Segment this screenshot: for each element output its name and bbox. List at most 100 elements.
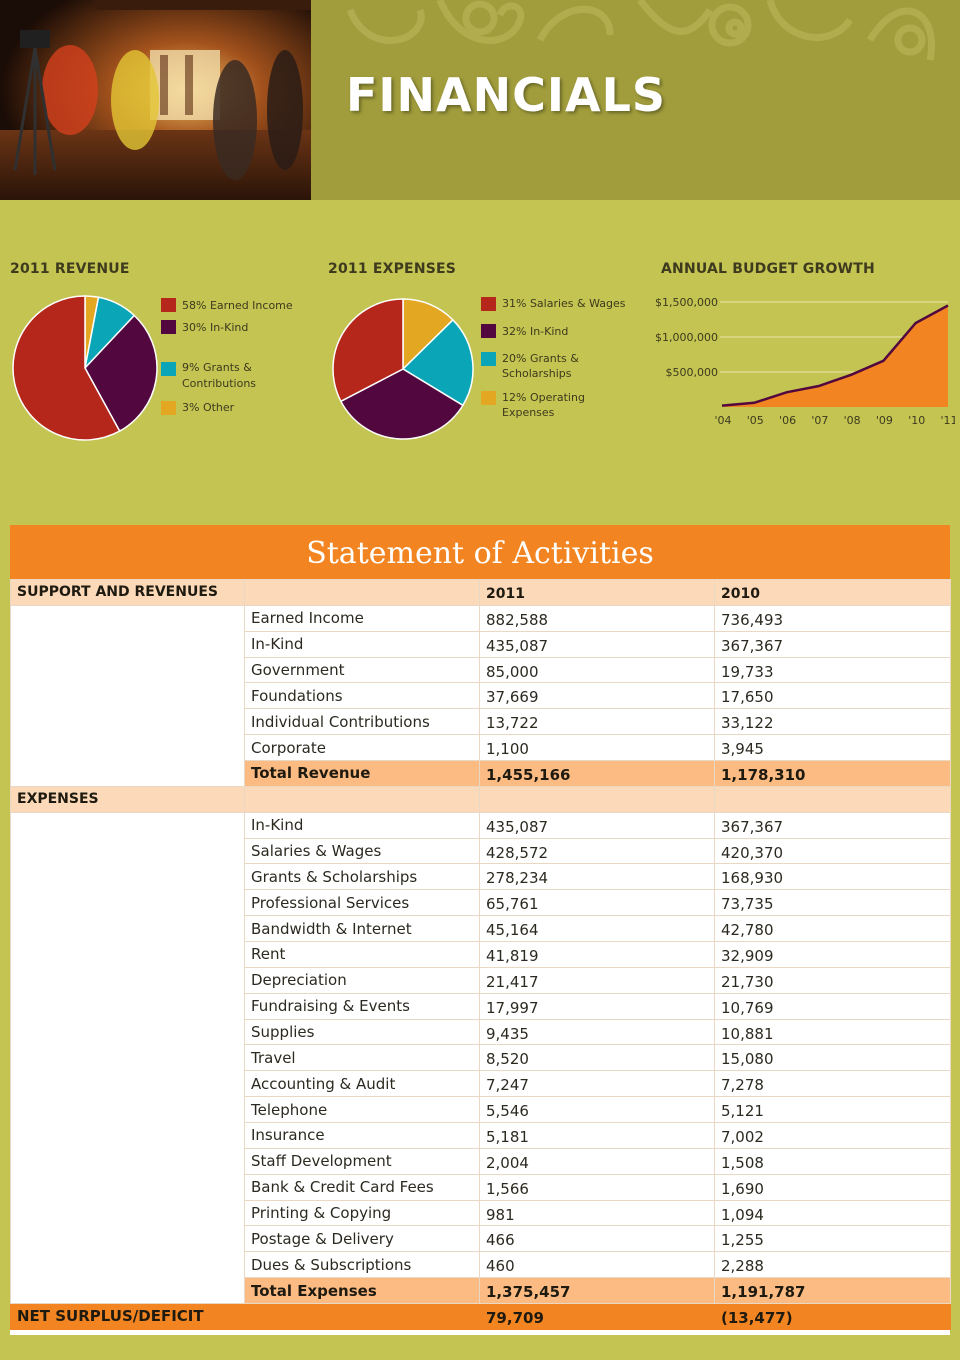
table-row: Foundations 37,669 17,650 — [11, 682, 951, 710]
header-spacer — [479, 785, 715, 813]
legend-grants: 9% Grants & — [182, 361, 252, 374]
y-tick-label: $500,000 — [666, 366, 719, 379]
value-2011: 278,234 — [479, 863, 715, 891]
value-2011: 41,819 — [479, 941, 715, 968]
total-expenses-2011: 1,375,457 — [479, 1277, 715, 1305]
x-tick-label: '10 — [908, 414, 925, 427]
line-item-label: Fundraising & Events — [244, 992, 480, 1020]
page-title: FINANCIALS — [346, 68, 667, 122]
table-row: Corporate 1,100 3,945 — [11, 734, 951, 762]
value-2010: 32,909 — [714, 941, 951, 968]
legend-swatch-other — [161, 401, 176, 415]
value-2010: 5,121 — [714, 1096, 951, 1124]
line-item-label: Telephone — [244, 1096, 480, 1124]
legend-grants-line2: Contributions — [182, 377, 257, 390]
legend-swatch-in-kind — [161, 320, 176, 334]
column-header-2010: 2010 — [714, 579, 951, 606]
value-2010: 367,367 — [714, 811, 951, 839]
value-2010: 15,080 — [714, 1044, 951, 1072]
value-2010: 2,288 — [714, 1251, 951, 1279]
line-item-label: Accounting & Audit — [244, 1070, 480, 1098]
expenses-header-row: EXPENSES — [10, 785, 951, 813]
header-spacer — [244, 579, 480, 606]
line-item-label: Earned Income — [244, 604, 480, 632]
value-2010: 7,002 — [714, 1122, 951, 1149]
pie-slice-in-kind — [84, 314, 158, 433]
line-item-label: Government — [244, 656, 480, 684]
pie-slice-grants-scholarships — [401, 318, 474, 407]
table-row: Bank & Credit Card Fees 1,566 1,690 — [11, 1173, 951, 1201]
legend-operating: 12% Operating — [502, 391, 585, 404]
statement-title: Statement of Activities — [10, 525, 950, 579]
value-2011: 5,546 — [479, 1096, 715, 1124]
budget-chart-title: ANNUAL BUDGET GROWTH — [661, 261, 875, 277]
column-header-2011: 2011 — [479, 579, 715, 606]
table-row: Dues & Subscriptions 460 2,288 — [11, 1251, 951, 1279]
legend-scholarships-line2: Scholarships — [502, 367, 572, 380]
line-item-label: Depreciation — [244, 966, 480, 994]
total-expenses-label: Total Expenses — [244, 1277, 480, 1305]
support-header-row: SUPPORT AND REVENUES 2011 2010 — [10, 579, 951, 606]
line-item-label: Insurance — [244, 1122, 480, 1149]
value-2011: 1,100 — [479, 734, 715, 762]
line-item-label: Foundations — [244, 682, 480, 710]
table-row: Supplies 9,435 10,881 — [11, 1018, 951, 1046]
x-tick-label: '06 — [779, 414, 796, 427]
table-row: Insurance 5,181 7,002 — [11, 1122, 951, 1149]
value-2010: 10,881 — [714, 1018, 951, 1046]
pie-slice-in-kind — [339, 368, 464, 440]
line-item-label: Professional Services — [244, 889, 480, 917]
table-row: Staff Development 2,004 1,508 — [11, 1147, 951, 1175]
value-2011: 2,004 — [479, 1147, 715, 1175]
pie-slice-earned-income — [12, 295, 121, 441]
value-2011: 17,997 — [479, 992, 715, 1020]
line-item-label: Bank & Credit Card Fees — [244, 1173, 480, 1201]
value-2011: 981 — [479, 1199, 715, 1227]
x-tick-label: '08 — [844, 414, 861, 427]
line-item-label: Postage & Delivery — [244, 1225, 480, 1253]
value-2010: 3,945 — [714, 734, 951, 762]
activities-table: SUPPORT AND REVENUES 2011 2010 Earned Incom… — [10, 579, 951, 1330]
legend-in-kind: 30% In-Kind — [182, 321, 249, 334]
legend-salaries: 31% Salaries & Wages — [502, 297, 626, 310]
statement-of-activities: Statement of Activities SUPPORT AND REVE… — [10, 525, 951, 1335]
value-2010: 1,508 — [714, 1147, 951, 1175]
legend-swatch-operating — [481, 391, 496, 405]
value-2010: 736,493 — [714, 604, 951, 632]
value-2011: 435,087 — [479, 811, 715, 839]
legend-swatch-scholarships — [481, 352, 496, 366]
value-2010: 1,690 — [714, 1173, 951, 1201]
blank-cell — [10, 811, 245, 1305]
blank-cell — [10, 604, 245, 787]
line-item-label: Printing & Copying — [244, 1199, 480, 1227]
value-2010: 367,367 — [714, 630, 951, 658]
total-expenses-row: Total Expenses 1,375,457 1,191,787 — [11, 1277, 951, 1305]
x-tick-label: '07 — [811, 414, 828, 427]
value-2010: 42,780 — [714, 915, 951, 943]
line-item-label: Salaries & Wages — [244, 837, 480, 865]
value-2010: 1,094 — [714, 1199, 951, 1227]
legend-expenses-in-kind: 32% In-Kind — [502, 325, 569, 338]
value-2011: 1,566 — [479, 1173, 715, 1201]
legend-scholarships: 20% Grants & — [502, 352, 579, 365]
header-banner: FINANCIALS — [0, 0, 960, 200]
value-2010: 168,930 — [714, 863, 951, 891]
expenses-pie-chart — [332, 298, 474, 440]
revenue-chart-title: 2011 REVENUE — [10, 261, 130, 277]
budget-area — [722, 305, 948, 407]
x-tick-label: '11 — [940, 414, 955, 427]
expenses-chart-title: 2011 EXPENSES — [328, 261, 457, 277]
net-surplus-2011: 79,709 — [479, 1303, 715, 1330]
value-2010: 19,733 — [714, 656, 951, 684]
table-row: In-Kind 435,087 367,367 — [10, 811, 951, 1305]
legend-operating-line2: Expenses — [502, 406, 555, 419]
value-2011: 13,722 — [479, 708, 715, 736]
table-row: Earned Income 882,588 736,493 — [10, 604, 951, 787]
value-2010: 73,735 — [714, 889, 951, 917]
value-2010: 17,650 — [714, 682, 951, 710]
support-heading: SUPPORT AND REVENUES — [10, 579, 245, 606]
total-revenue-row: Total Revenue 1,455,166 1,178,310 — [11, 760, 951, 787]
table-row: Accounting & Audit 7,247 7,278 — [11, 1070, 951, 1098]
line-item-label: In-Kind — [244, 630, 480, 658]
net-surplus-label: NET SURPLUS/DEFICIT — [10, 1303, 245, 1330]
